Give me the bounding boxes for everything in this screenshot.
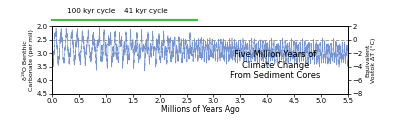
Text: Five Million Years of
Climate Change
From Sediment Cores: Five Million Years of Climate Change Fro… (230, 51, 321, 80)
Y-axis label: Equivalent
Vostok ΔT (°C): Equivalent Vostok ΔT (°C) (365, 37, 376, 83)
Text: 100 kyr cycle: 100 kyr cycle (67, 8, 116, 14)
Y-axis label: δ¹⁸O Benthic
Carbonate (per mil): δ¹⁸O Benthic Carbonate (per mil) (23, 29, 34, 91)
Text: 41 kyr cycle: 41 kyr cycle (124, 8, 168, 14)
X-axis label: Millions of Years Ago: Millions of Years Ago (161, 105, 239, 114)
